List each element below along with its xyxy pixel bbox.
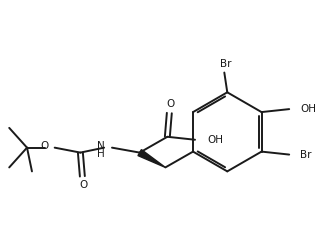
Text: Br: Br: [219, 59, 231, 69]
Polygon shape: [138, 150, 166, 167]
Text: N: N: [97, 141, 105, 151]
Text: H: H: [97, 149, 105, 159]
Text: OH: OH: [300, 104, 316, 114]
Text: O: O: [166, 99, 174, 109]
Text: O: O: [79, 180, 88, 190]
Text: Br: Br: [300, 150, 312, 160]
Text: OH: OH: [207, 135, 223, 145]
Text: O: O: [41, 141, 49, 151]
